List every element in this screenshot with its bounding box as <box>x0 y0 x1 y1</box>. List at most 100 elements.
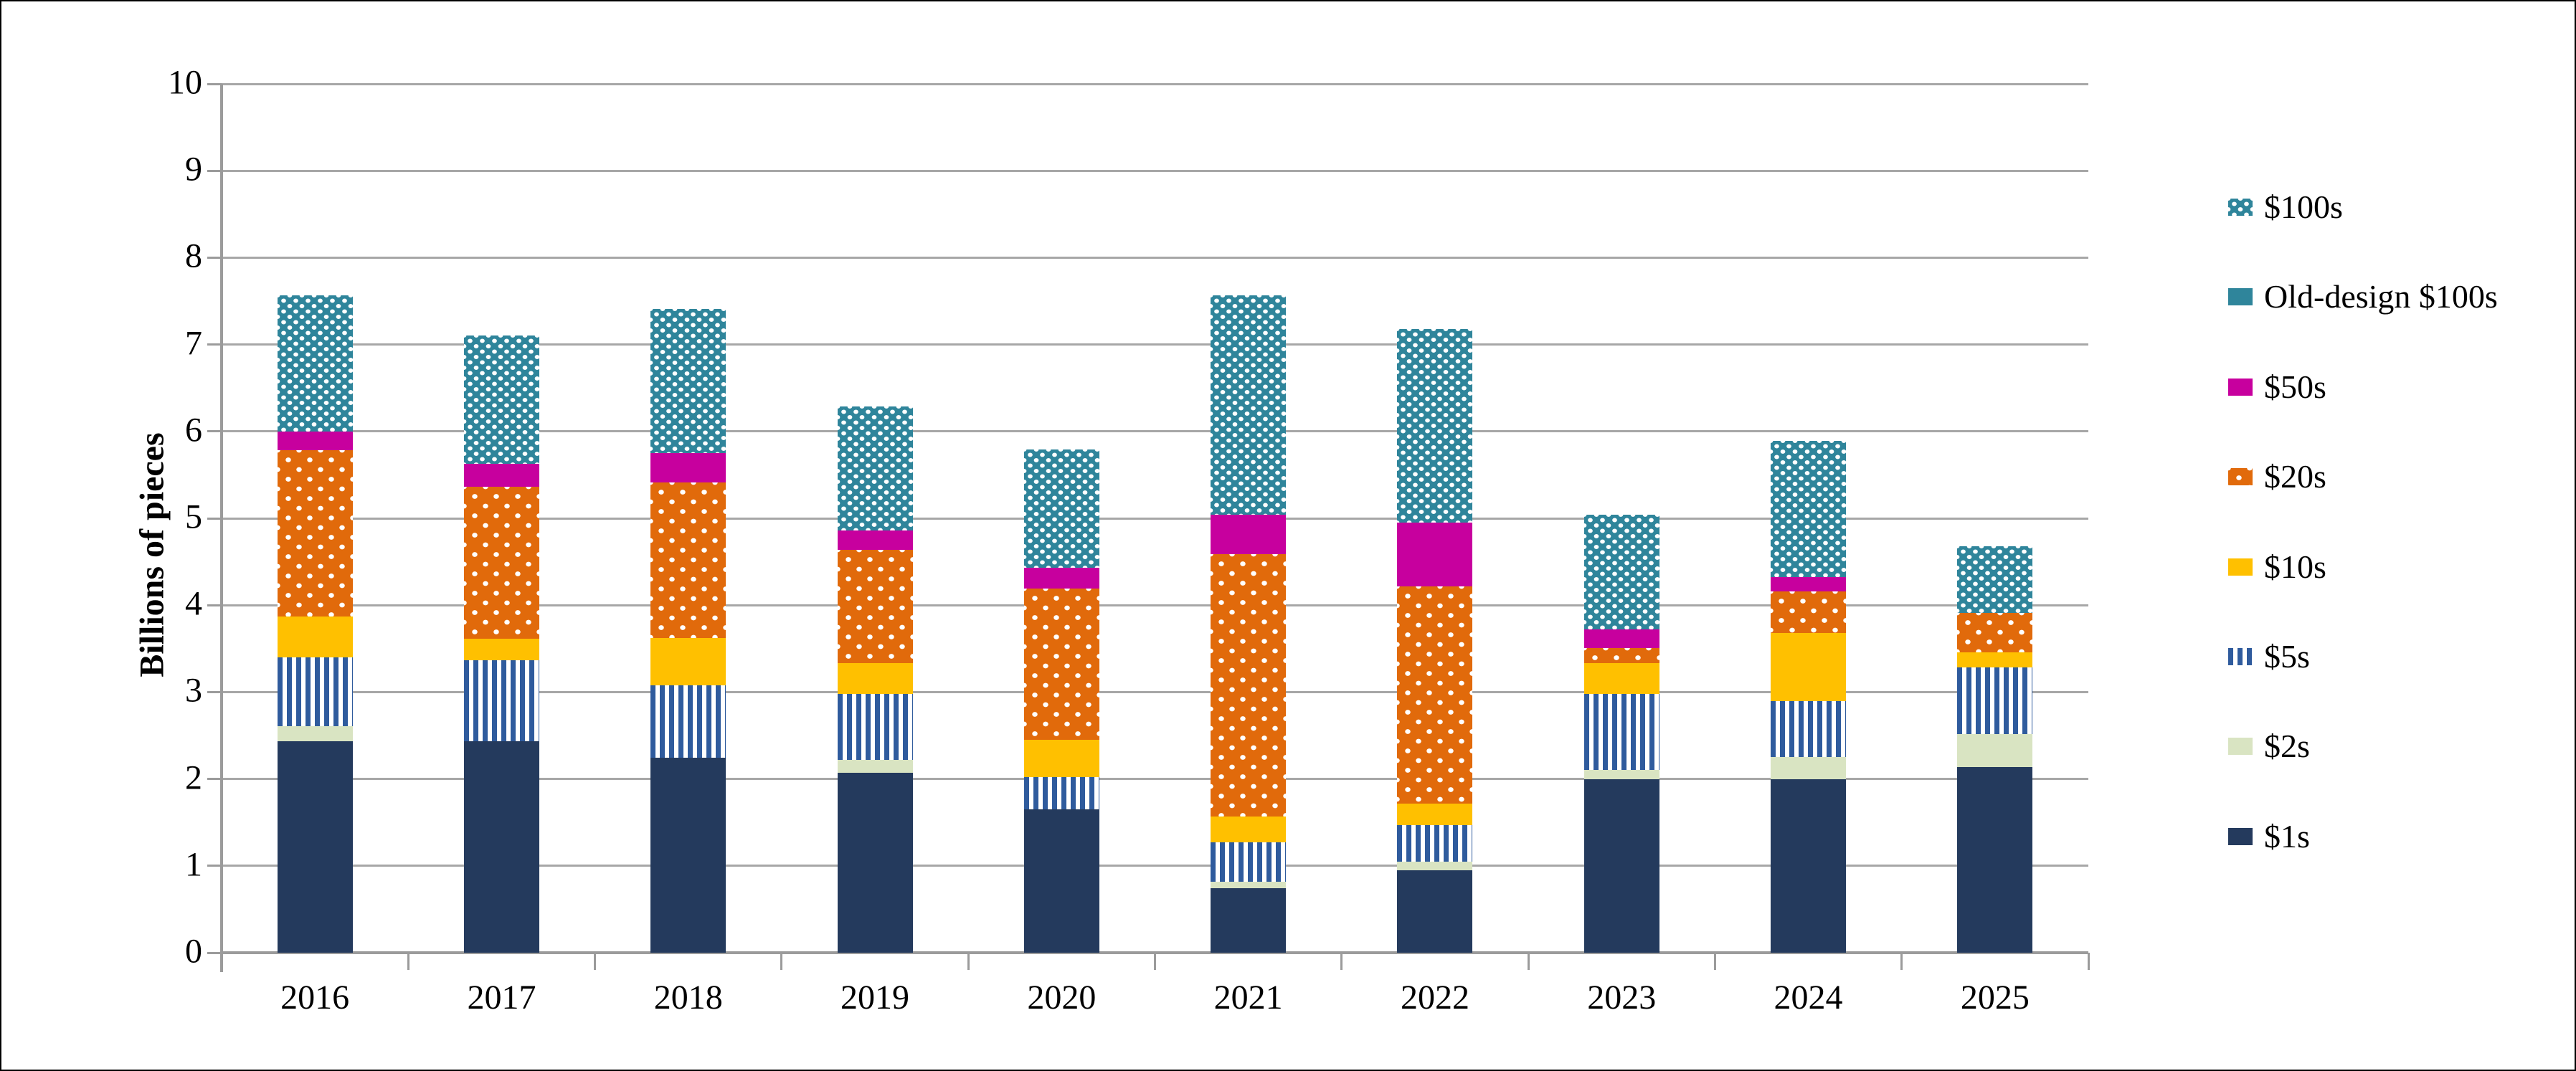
x-axis-tick <box>1900 953 1903 970</box>
y-tick-label: 0 <box>185 932 202 971</box>
y-axis-title: Billions of pieces <box>133 432 171 677</box>
y-tick-label: 7 <box>185 323 202 362</box>
legend-item: $5s <box>2228 638 2310 675</box>
x-axis-tick <box>1527 953 1530 970</box>
legend-label-s5: $5s <box>2264 638 2310 675</box>
gridline <box>222 690 2088 693</box>
bar-segment-s50 <box>463 463 539 487</box>
bar-segment-s100 <box>1583 515 1659 630</box>
bar-2022 <box>1397 328 1473 953</box>
x-axis-tick <box>1154 953 1156 970</box>
bar-segment-s20 <box>1023 589 1099 741</box>
legend-swatch-s5 <box>2228 648 2253 665</box>
y-axis-tick <box>207 951 222 954</box>
y-tick-label: 3 <box>185 671 202 710</box>
gridline <box>222 82 2088 85</box>
bar-segment-s50 <box>1211 515 1287 554</box>
legend-label-s1: $1s <box>2264 817 2310 855</box>
bar-segment-s10 <box>463 639 539 660</box>
bar-segment-s100 <box>650 308 726 454</box>
y-axis-tick <box>207 343 222 346</box>
bar-2023 <box>1583 515 1659 953</box>
x-axis-tick <box>1340 953 1343 970</box>
bar-segment-s1 <box>1023 809 1099 953</box>
bar-segment-s10 <box>1771 632 1847 701</box>
legend-label-s10: $10s <box>2264 548 2326 585</box>
x-tick-label: 2023 <box>1587 979 1657 1017</box>
bar-segment-s5 <box>1211 842 1287 882</box>
bar-segment-s10 <box>1957 652 2033 668</box>
legend-item: $20s <box>2228 460 2326 493</box>
y-axis-tick <box>207 169 222 172</box>
bar-segment-s20 <box>837 549 913 664</box>
y-tick-label: 6 <box>185 411 202 449</box>
gridline <box>222 343 2088 346</box>
y-axis-tick <box>207 256 222 259</box>
bar-segment-s2 <box>837 759 913 774</box>
bar-segment-s50 <box>837 530 913 550</box>
bar-2017 <box>463 335 539 953</box>
bar-segment-s2 <box>1397 861 1473 870</box>
gridline <box>222 169 2088 172</box>
y-tick-label: 4 <box>185 584 202 623</box>
y-axis-tick <box>207 430 222 433</box>
legend-item: $1s <box>2228 817 2310 855</box>
bar-segment-s50 <box>1023 568 1099 589</box>
bar-segment-s2 <box>277 725 353 742</box>
bar-segment-s2 <box>1957 733 2033 767</box>
y-tick-label: 10 <box>168 63 202 102</box>
bar-segment-s20 <box>1211 553 1287 817</box>
bar-2021 <box>1211 295 1287 953</box>
y-tick-label: 5 <box>185 498 202 536</box>
legend-swatch-s20 <box>2228 468 2253 486</box>
legend-item: Old-design $100s <box>2228 278 2498 315</box>
legend-label-old100: Old-design $100s <box>2264 278 2498 315</box>
bar-segment-s100 <box>1023 449 1099 568</box>
bar-segment-s5 <box>837 693 913 760</box>
bar-segment-s5 <box>1023 777 1099 809</box>
bar-segment-s1 <box>1397 870 1473 953</box>
x-tick-label: 2025 <box>1960 979 2030 1017</box>
y-axis-tick <box>207 517 222 520</box>
legend-swatch-s50 <box>2228 378 2253 396</box>
bar-segment-s100 <box>1397 328 1473 523</box>
bar-segment-s2 <box>1211 881 1287 889</box>
x-axis-tick <box>594 953 597 970</box>
x-tick-label: 2022 <box>1400 979 1469 1017</box>
bar-segment-s5 <box>277 657 353 726</box>
y-axis-tick <box>207 778 222 781</box>
bar-segment-s50 <box>650 453 726 483</box>
bar-segment-s1 <box>1957 766 2033 953</box>
y-axis-tick <box>207 604 222 606</box>
bar-segment-s1 <box>837 773 913 953</box>
x-tick-label: 2020 <box>1027 979 1097 1017</box>
legend-item: $2s <box>2228 728 2310 765</box>
bar-segment-s20 <box>650 482 726 639</box>
bar-segment-s20 <box>277 450 353 617</box>
bar-2018 <box>650 308 726 953</box>
bar-segment-s2 <box>1583 770 1659 779</box>
legend-item: $50s <box>2228 370 2326 403</box>
bar-segment-s50 <box>1397 523 1473 586</box>
bar-segment-s5 <box>1583 693 1659 771</box>
legend-label-s100: $100s <box>2264 189 2343 225</box>
bar-segment-s1 <box>277 741 353 953</box>
legend-label-s2: $2s <box>2264 728 2310 765</box>
bar-2016 <box>277 295 353 953</box>
y-tick-label: 1 <box>185 845 202 884</box>
y-axis-tick <box>207 865 222 867</box>
bar-segment-s5 <box>1957 667 2033 734</box>
x-tick-label: 2016 <box>280 979 350 1017</box>
bar-segment-s5 <box>463 660 539 742</box>
gridline <box>222 604 2088 606</box>
legend-item: $10s <box>2228 548 2326 585</box>
bar-segment-s1 <box>1771 779 1847 953</box>
bar-segment-s10 <box>1023 740 1099 778</box>
gridline <box>222 517 2088 520</box>
gridline <box>222 865 2088 867</box>
bar-segment-s1 <box>1211 888 1287 953</box>
bar-segment-s10 <box>837 663 913 694</box>
bar-segment-s20 <box>1771 591 1847 633</box>
bar-segment-s10 <box>1583 663 1659 694</box>
